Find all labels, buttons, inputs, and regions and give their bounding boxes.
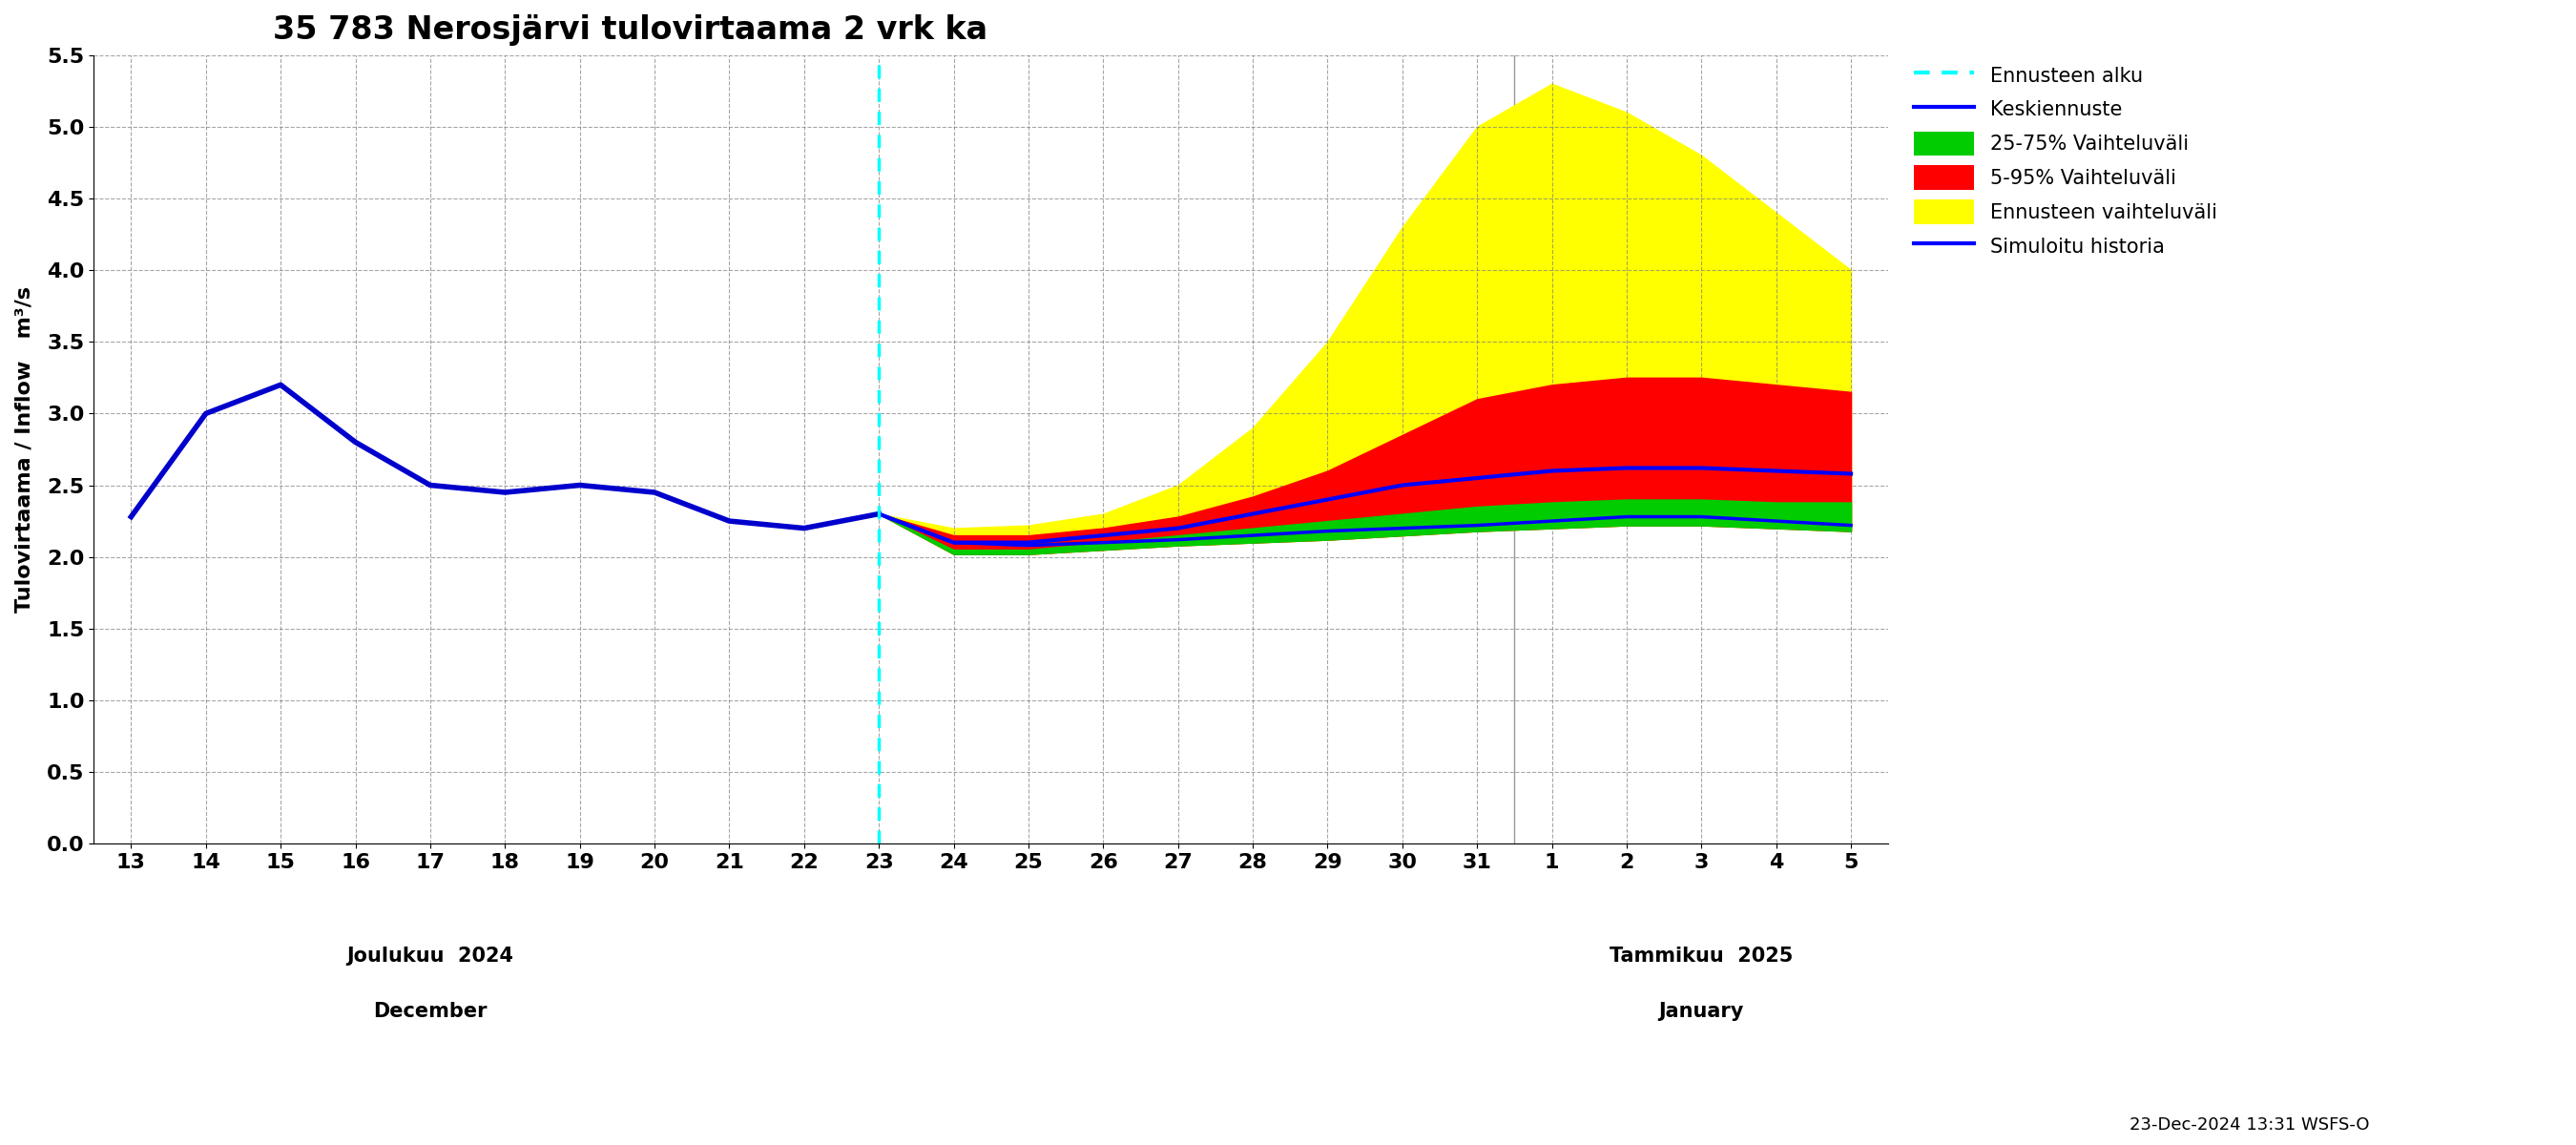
Text: 35 783 Nerosjärvi tulovirtaama 2 vrk ka: 35 783 Nerosjärvi tulovirtaama 2 vrk ka — [273, 14, 989, 46]
Y-axis label: Tulovirtaama / Inflow   m³/s: Tulovirtaama / Inflow m³/s — [15, 286, 33, 613]
Text: Joulukuu  2024: Joulukuu 2024 — [348, 946, 513, 965]
Legend: Ennusteen alku, Keskiennuste, 25-75% Vaihteluväli, 5-95% Vaihteluväli, Ennusteen: Ennusteen alku, Keskiennuste, 25-75% Vai… — [1906, 55, 2226, 266]
Text: 23-Dec-2024 13:31 WSFS-O: 23-Dec-2024 13:31 WSFS-O — [2130, 1116, 2370, 1134]
Text: January: January — [1659, 1002, 1744, 1020]
Text: Tammikuu  2025: Tammikuu 2025 — [1610, 946, 1793, 965]
Text: December: December — [374, 1002, 487, 1020]
